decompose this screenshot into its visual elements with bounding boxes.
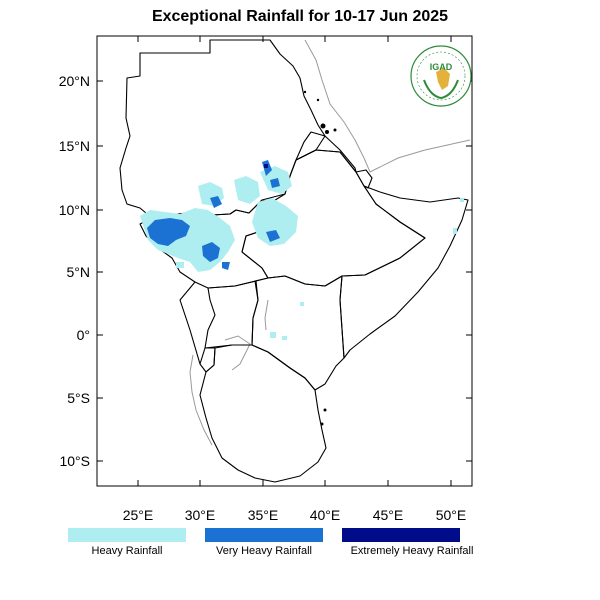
lat-label: 10°N [59, 202, 90, 218]
neighbor-coastlines [189, 39, 471, 446]
lon-label: 50°E [436, 507, 467, 523]
africa-map-icon [436, 68, 450, 90]
lat-label: 5°S [67, 390, 90, 406]
longitude-labels: 25°E 30°E 35°E 40°E 45°E 50°E [123, 507, 467, 523]
legend-label-extreme: Extremely Heavy Rainfall [350, 545, 474, 557]
laurel-icon [423, 79, 459, 100]
legend-swatch-very-heavy [205, 528, 323, 542]
islands [303, 90, 337, 426]
legend-label-very-heavy: Very Heavy Rainfall [216, 545, 312, 557]
lat-label: 15°N [59, 138, 90, 154]
rainfall-very-heavy [147, 160, 280, 270]
rainfall-extreme [264, 164, 268, 168]
lon-label: 25°E [123, 507, 154, 523]
country-tanzania [199, 344, 327, 483]
country-outlines [119, 39, 469, 483]
axis-ticks [97, 36, 472, 486]
rainfall-heavy [140, 166, 464, 340]
lat-label: 20°N [59, 73, 90, 89]
lat-label: 5°N [67, 264, 91, 280]
legend-label-heavy: Heavy Rainfall [91, 545, 163, 557]
latitude-labels: 20°N 15°N 10°N 5°N 0° 5°S 10°S [59, 73, 90, 469]
lat-label: 0° [77, 327, 90, 343]
lon-label: 35°E [248, 507, 279, 523]
lon-label: 30°E [185, 507, 216, 523]
lon-label: 45°E [373, 507, 404, 523]
country-somalia [339, 185, 469, 359]
map-title: Exceptional Rainfall for 10-17 Jun 2025 [151, 8, 449, 25]
logo-text: IGAD [430, 62, 453, 72]
map-frame [96, 35, 473, 487]
lon-label: 40°E [310, 507, 341, 523]
igad-logo: IGAD [410, 45, 472, 107]
lat-label: 10°S [59, 453, 90, 469]
legend-swatch-extreme [342, 528, 460, 542]
legend-swatch-heavy [68, 528, 186, 542]
